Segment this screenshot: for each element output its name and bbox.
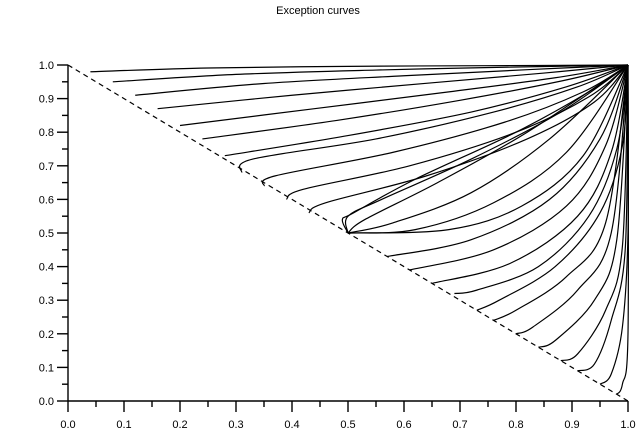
exception-curve-2 bbox=[112, 64, 629, 83]
x-tick-label: 0.4 bbox=[284, 419, 299, 431]
x-tick-label: 0.1 bbox=[116, 419, 131, 431]
x-tick-label: 0.9 bbox=[564, 419, 579, 431]
x-tick-label: 0.7 bbox=[452, 419, 467, 431]
y-tick-label: 0.3 bbox=[39, 295, 54, 307]
x-tick-label: 0.5 bbox=[340, 419, 355, 431]
x-tick-label: 0.0 bbox=[60, 419, 75, 431]
x-tick-label: 0.8 bbox=[508, 419, 523, 431]
exception-curve-29 bbox=[616, 64, 630, 395]
y-tick-label: 0.5 bbox=[39, 228, 54, 240]
x-tick-label: 0.6 bbox=[396, 419, 411, 431]
exception-curve-13 bbox=[344, 64, 629, 234]
exception-curve-25 bbox=[538, 64, 629, 348]
exception-curve-11 bbox=[308, 64, 629, 214]
exception-curve-20 bbox=[431, 64, 629, 284]
exception-curve-18 bbox=[387, 64, 629, 258]
y-tick-label: 1.0 bbox=[39, 60, 54, 72]
exception-curve-7 bbox=[224, 64, 629, 157]
axes: 0.0 0.1 0.2 0.3 0.4 0.5 0.6 0.7 0.8 0.9 1.0 0.0 0.1 0… bbox=[39, 60, 636, 431]
exception-curve-26 bbox=[560, 64, 629, 362]
exception-curve-14 bbox=[347, 64, 629, 234]
exception-curve-3 bbox=[135, 64, 629, 96]
exception-curve-23 bbox=[493, 64, 629, 321]
exception-curve-4 bbox=[157, 64, 629, 110]
exception-curve-8 bbox=[238, 64, 629, 173]
curves bbox=[67, 64, 630, 402]
exception-curve-10 bbox=[285, 64, 629, 200]
x-tick-label: 0.2 bbox=[172, 419, 187, 431]
exception-curve-17 bbox=[347, 64, 629, 234]
y-tick-label: 0.7 bbox=[39, 161, 54, 173]
exception-curve-6 bbox=[202, 64, 629, 140]
y-tick-label: 0.9 bbox=[39, 94, 54, 106]
exception-curve-1 bbox=[90, 64, 629, 73]
exception-curve-9 bbox=[261, 64, 629, 187]
x-tick-label: 0.3 bbox=[228, 419, 243, 431]
exception-curve-5 bbox=[179, 64, 629, 127]
exception-curve-27 bbox=[577, 64, 629, 372]
y-tick-label: 0.4 bbox=[39, 262, 54, 274]
y-tick-label: 0.0 bbox=[39, 396, 54, 408]
exception-curve-24 bbox=[515, 64, 629, 335]
x-tick-label: 1.0 bbox=[620, 419, 635, 431]
y-tick-label: 0.8 bbox=[39, 127, 54, 139]
exception-curve-22 bbox=[476, 64, 629, 311]
y-tick-label: 0.2 bbox=[39, 329, 54, 341]
y-tick-label: 0.6 bbox=[39, 194, 54, 206]
exception-curve-19 bbox=[409, 64, 629, 271]
chart-title: Exception curves bbox=[276, 5, 360, 17]
y-tick-label: 0.1 bbox=[39, 362, 54, 374]
exception-curve-15 bbox=[347, 64, 629, 234]
exception-curve-16 bbox=[347, 64, 629, 234]
